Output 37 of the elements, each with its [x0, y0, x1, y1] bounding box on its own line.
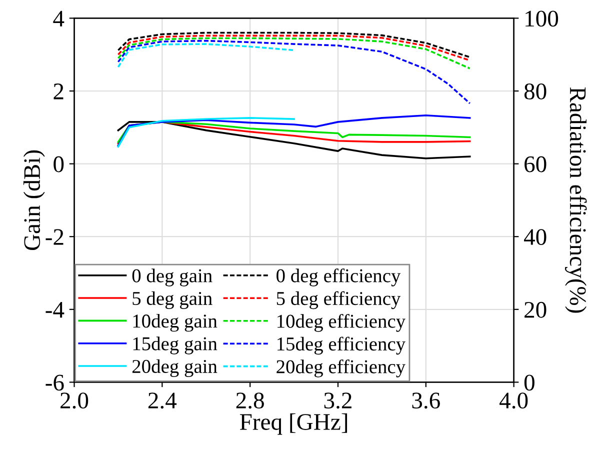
legend-label: 10deg gain [133, 314, 218, 332]
line-series [117, 40, 471, 104]
legend-label: 5 deg gain [132, 291, 212, 310]
y2-tick-label: 60 [524, 156, 546, 172]
x-tick-label: 2.0 [60, 392, 88, 409]
y-tick-label: 2 [54, 84, 64, 100]
y2-tick-label: 0 [524, 374, 534, 391]
x-tick-label: 2.8 [236, 392, 264, 409]
y-axis-title: Gain (dBi) [23, 150, 45, 250]
line-series [117, 117, 295, 148]
x-tick-label: 3.6 [412, 392, 440, 409]
legend-label: 20deg efficiency [276, 359, 406, 378]
legend-label: 0 deg efficiency [276, 268, 401, 286]
x-tick-label: 2.4 [148, 392, 177, 409]
legend-label: 10deg efficiency [278, 314, 406, 332]
line-series [117, 43, 295, 68]
legend-label: 20deg gain [132, 359, 218, 378]
legend-label: 0 deg gain [132, 268, 212, 286]
y2-tick-label: 40 [524, 229, 546, 246]
line-series [117, 37, 471, 70]
y2-tick-label: 100 [526, 10, 558, 27]
y2-tick-label: 80 [524, 83, 546, 100]
x-axis-title: Freq [GHz] [240, 413, 348, 435]
y-tick-label: -2 [46, 229, 64, 245]
y2-axis-title: Radiation efficiency(%) [565, 87, 587, 313]
legend-label: 5 deg efficiency [276, 291, 401, 310]
x-tick-label: 4.0 [500, 392, 528, 409]
y-tick-label: 4 [53, 10, 64, 26]
legend-label: 15deg efficiency [278, 336, 406, 355]
line-series [117, 114, 471, 147]
y2-tick-label: 20 [524, 302, 546, 318]
legend-label: 15deg gain [133, 336, 218, 354]
x-tick-label: 3.2 [324, 392, 352, 409]
line-series [117, 121, 471, 160]
y-tick-label: 0 [54, 156, 64, 172]
y-tick-label: -6 [46, 374, 64, 391]
y-tick-label: -4 [46, 302, 64, 318]
